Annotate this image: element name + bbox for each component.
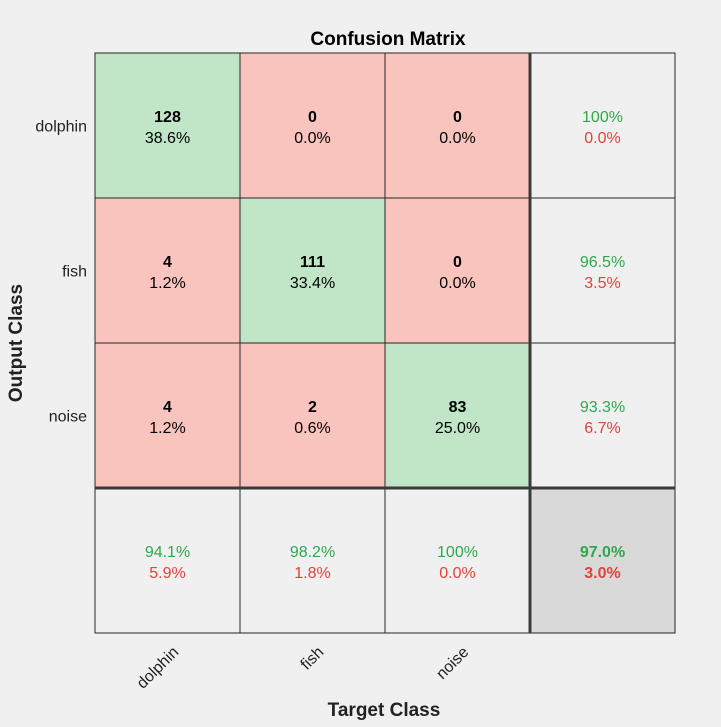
matrix-cell [384,52,531,199]
y-tick-label: fish [62,264,87,281]
col-summary-cell [384,487,531,634]
chart-title: Confusion Matrix [310,29,466,50]
total-correct: 97.0% [580,544,625,561]
cell-percent: 1.2% [149,420,185,437]
cell-count: 0 [308,109,317,126]
y-tick-label: dolphin [35,119,87,136]
y-tick-label: noise [49,409,87,426]
matrix-cell [239,197,386,344]
total-incorrect: 3.0% [584,565,620,582]
cell-percent: 0.6% [294,420,330,437]
x-tick-label: dolphin [134,644,183,693]
row-summary-cell [529,52,676,199]
y-tick-labels: dolphin fish noise [35,119,87,426]
row-summary-incorrect: 6.7% [584,420,620,437]
matrix-grid: 128 38.6% 0 0.0% 0 0.0% 4 1.2% 111 33.4% 0 0.0% 4 1.2… [94,52,676,634]
row-summary-correct: 93.3% [580,399,625,416]
cell-count: 2 [308,399,317,416]
cell-count: 128 [154,109,181,126]
col-summary-correct: 100% [437,544,478,561]
row-summary-correct: 100% [582,109,623,126]
cell-count: 0 [453,254,462,271]
matrix-cell [239,342,386,489]
col-summary-incorrect: 0.0% [439,565,475,582]
row-summary-cell [529,342,676,489]
matrix-cell [94,342,241,489]
x-tick-labels: dolphin fish noise [134,644,473,693]
cell-count: 4 [163,399,172,416]
col-summary-correct: 94.1% [145,544,190,561]
cell-percent: 25.0% [435,420,480,437]
y-axis-label: Output Class [6,284,27,402]
cell-percent: 0.0% [439,130,475,147]
x-tick-label: fish [298,644,328,674]
row-summary-correct: 96.5% [580,254,625,271]
matrix-cell [384,197,531,344]
cell-percent: 0.0% [439,275,475,292]
cell-percent: 33.4% [290,275,335,292]
cell-percent: 1.2% [149,275,185,292]
matrix-cell [239,52,386,199]
col-summary-cell [94,487,241,634]
matrix-cell [94,197,241,344]
col-summary-incorrect: 1.8% [294,565,330,582]
col-summary-correct: 98.2% [290,544,335,561]
matrix-cell [94,52,241,199]
row-summary-incorrect: 0.0% [584,130,620,147]
cell-count: 111 [300,254,325,271]
cell-count: 0 [453,109,462,126]
col-summary-incorrect: 5.9% [149,565,185,582]
cell-percent: 0.0% [294,130,330,147]
x-tick-label: noise [433,644,472,683]
x-axis-label: Target Class [328,700,441,721]
row-summary-cell [529,197,676,344]
cell-count: 4 [163,254,172,271]
cell-percent: 38.6% [145,130,190,147]
row-summary-incorrect: 3.5% [584,275,620,292]
cell-count: 83 [449,399,467,416]
